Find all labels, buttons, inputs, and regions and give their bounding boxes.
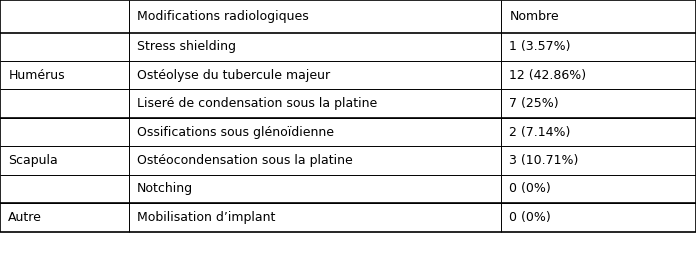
Text: Liseré de condensation sous la platine: Liseré de condensation sous la platine: [137, 97, 377, 110]
Text: Ostéocondensation sous la platine: Ostéocondensation sous la platine: [137, 154, 353, 167]
Text: Stress shielding: Stress shielding: [137, 40, 236, 53]
Text: 2 (7.14%): 2 (7.14%): [509, 126, 571, 139]
Text: 12 (42.86%): 12 (42.86%): [509, 69, 587, 82]
Text: 0 (0%): 0 (0%): [509, 183, 551, 196]
Text: Humérus: Humérus: [8, 69, 65, 82]
Text: 7 (25%): 7 (25%): [509, 97, 559, 110]
Text: 1 (3.57%): 1 (3.57%): [509, 40, 571, 53]
Text: Scapula: Scapula: [8, 154, 58, 167]
Text: 0 (0%): 0 (0%): [509, 211, 551, 224]
Text: 3 (10.71%): 3 (10.71%): [509, 154, 579, 167]
Text: Ostéolyse du tubercule majeur: Ostéolyse du tubercule majeur: [137, 69, 330, 82]
Text: Modifications radiologiques: Modifications radiologiques: [137, 10, 309, 23]
Text: Ossifications sous glénoïdienne: Ossifications sous glénoïdienne: [137, 126, 334, 139]
Text: Mobilisation d’implant: Mobilisation d’implant: [137, 211, 276, 224]
Text: Nombre: Nombre: [509, 10, 559, 23]
Text: Notching: Notching: [137, 183, 193, 196]
Text: Autre: Autre: [8, 211, 42, 224]
